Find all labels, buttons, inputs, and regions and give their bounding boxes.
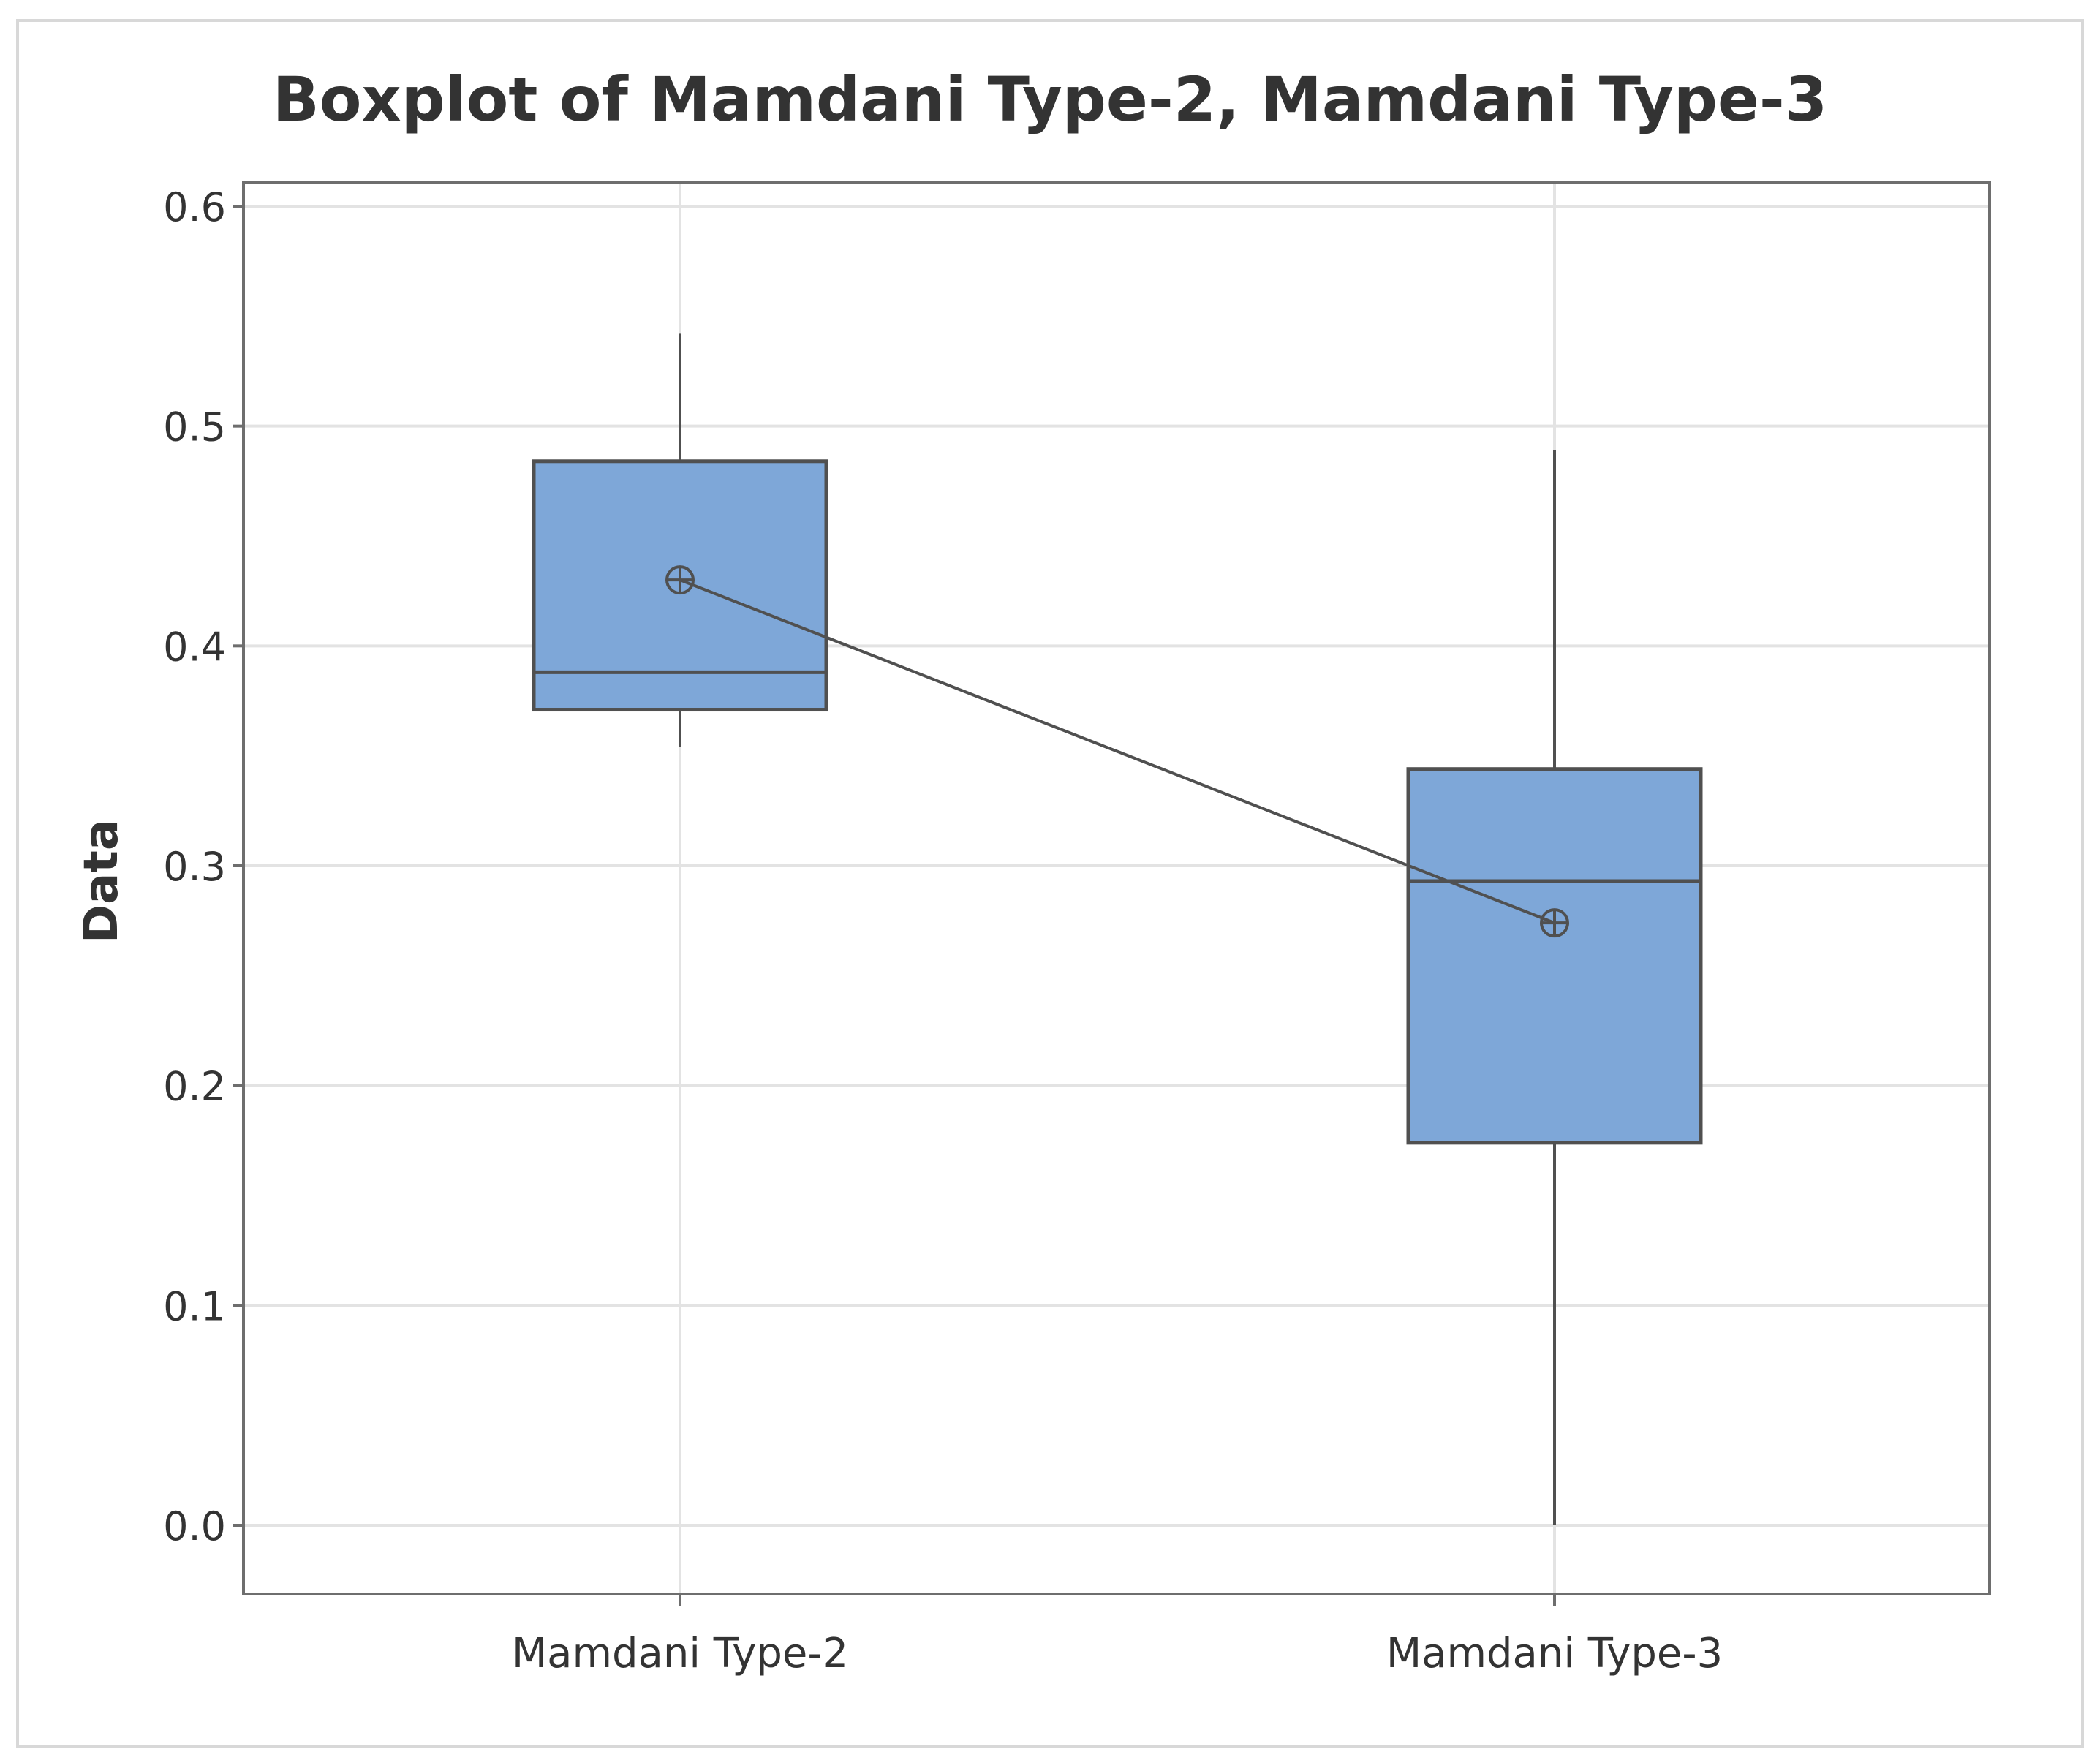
y-tick-label: 0.3 — [163, 844, 226, 890]
y-tick-label: 0.0 — [163, 1503, 226, 1549]
x-axis: Mamdani Type-2 Mamdani Type-3 — [512, 1594, 1723, 1677]
y-tick-label: 0.2 — [163, 1064, 226, 1110]
y-tick-label: 0.1 — [163, 1283, 226, 1329]
x-tick-label: Mamdani Type-3 — [1386, 1630, 1723, 1677]
y-axis: 0.0 0.1 0.2 0.3 0.4 0.5 0.6 — [163, 184, 243, 1549]
y-tick-label: 0.6 — [163, 184, 226, 230]
plot-area-border — [242, 181, 1991, 1595]
y-tick-label: 0.5 — [163, 404, 226, 450]
iqr-box — [1406, 767, 1703, 1145]
box-marks — [532, 333, 1703, 1525]
chart-title: Boxplot of Mamdani Type-2, Mamdani Type-… — [273, 64, 1828, 135]
outer-frame — [16, 19, 2084, 1748]
mean-connect-line — [679, 578, 1555, 925]
y-axis-label: Data — [75, 819, 129, 943]
x-tick-label: Mamdani Type-2 — [512, 1630, 848, 1677]
y-tick-label: 0.4 — [163, 624, 226, 670]
